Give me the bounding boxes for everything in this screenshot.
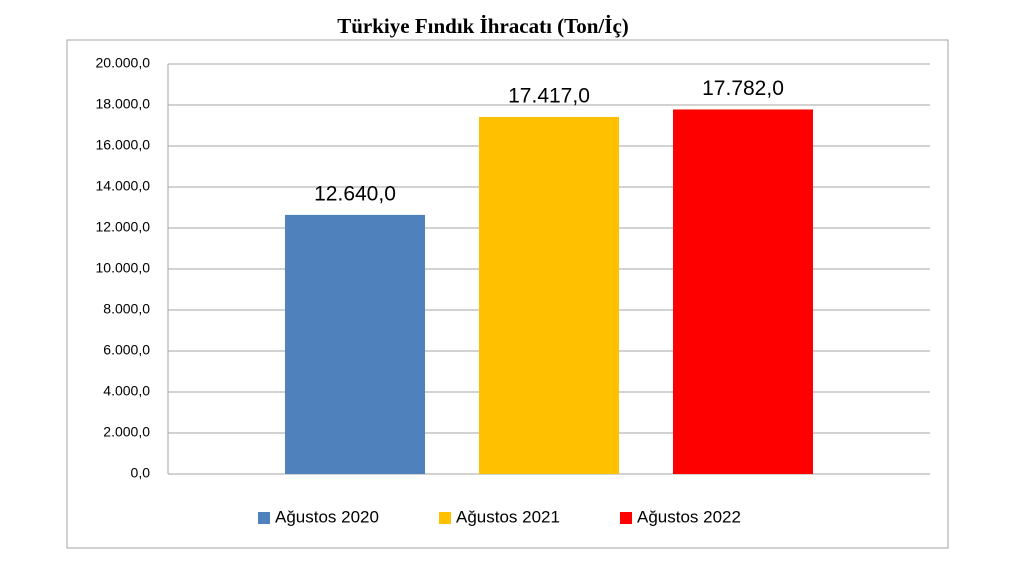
y-tick-label: 2.000,0 xyxy=(103,424,150,440)
value-label: 17.417,0 xyxy=(508,84,590,107)
legend-swatch xyxy=(439,512,451,524)
legend-swatch xyxy=(620,512,632,524)
y-tick-label: 10.000,0 xyxy=(96,260,151,276)
y-tick-label: 6.000,0 xyxy=(103,342,150,358)
y-tick-label: 14.000,0 xyxy=(96,178,151,194)
y-tick-label: 12.000,0 xyxy=(96,219,151,235)
legend-label: Ağustos 2022 xyxy=(637,507,741,526)
value-label: 12.640,0 xyxy=(314,182,396,205)
y-tick-label: 16.000,0 xyxy=(96,137,151,153)
y-tick-label: 0,0 xyxy=(131,465,151,481)
bar xyxy=(479,116,619,474)
y-tick-label: 18.000,0 xyxy=(96,96,151,112)
legend-swatch xyxy=(258,512,270,524)
bar xyxy=(285,214,425,474)
value-label: 17.782,0 xyxy=(702,77,784,100)
y-tick-label: 20.000,0 xyxy=(96,55,151,71)
legend-label: Ağustos 2021 xyxy=(456,507,560,526)
legend-label: Ağustos 2020 xyxy=(275,507,379,526)
y-tick-label: 8.000,0 xyxy=(103,301,150,317)
chart-title: Türkiye Fındık İhracatı (Ton/İç) xyxy=(337,14,629,38)
y-tick-label: 4.000,0 xyxy=(103,383,150,399)
bar xyxy=(673,109,813,475)
